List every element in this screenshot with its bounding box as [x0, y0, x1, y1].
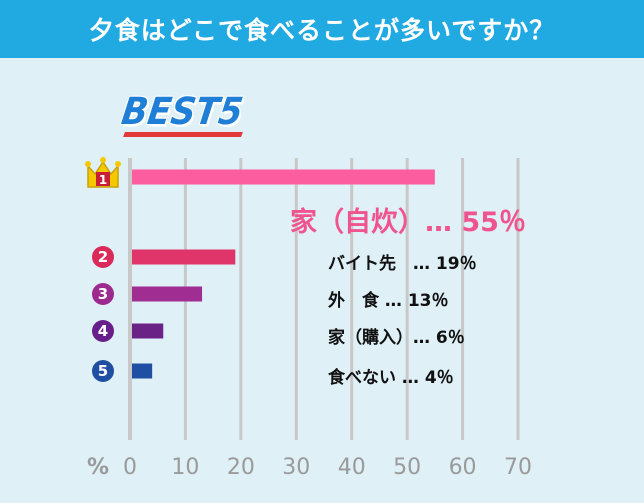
x-tick-label-70: 70 [504, 455, 532, 480]
x-tick-label-20: 20 [227, 455, 255, 480]
rank-badge-3 [92, 283, 114, 305]
x-unit-label: % [87, 455, 109, 480]
x-tick-label-0: 0 [123, 455, 137, 480]
crown-rank-box [96, 172, 110, 186]
rank-label-2: 2 [98, 248, 108, 266]
rank-badge-4 [92, 320, 114, 342]
value-label-4: 家（購入）… 6％ [328, 328, 465, 348]
bar-2 [132, 249, 236, 265]
header-bar: 夕食はどこで食べることが多いですか？ [0, 0, 644, 58]
crown-jewel [85, 161, 91, 167]
bar-1 [132, 169, 435, 185]
x-tick-label-30: 30 [282, 455, 310, 480]
bar-3 [132, 286, 203, 302]
x-tick-label-40: 40 [338, 455, 366, 480]
rank-label-3: 3 [98, 285, 108, 303]
x-tick-label-50: 50 [393, 455, 421, 480]
rank-label-4: 4 [98, 322, 108, 340]
value-label-5: 食べない … 4％ [328, 368, 454, 388]
x-tick-label-60: 60 [449, 455, 477, 480]
rank-label-5: 5 [98, 362, 108, 380]
rank-badge-5 [92, 360, 114, 382]
value-label-2: バイト先 … 19％ [328, 254, 477, 274]
value-label-3: 外 食 … 13％ [328, 291, 449, 311]
chart-title: 夕食はどこで食べることが多いですか？ [88, 16, 556, 45]
bar-5 [132, 363, 153, 379]
x-tick-label-10: 10 [171, 455, 199, 480]
value-label-1: 家（自炊）… 55％ [290, 207, 526, 238]
crown-jewel [115, 161, 121, 167]
crown-icon: 1 [85, 157, 121, 188]
bar-4 [132, 323, 164, 339]
rank-badge-2 [92, 246, 114, 268]
crown-jewel [100, 157, 106, 163]
rank-label-1: 1 [99, 173, 107, 187]
